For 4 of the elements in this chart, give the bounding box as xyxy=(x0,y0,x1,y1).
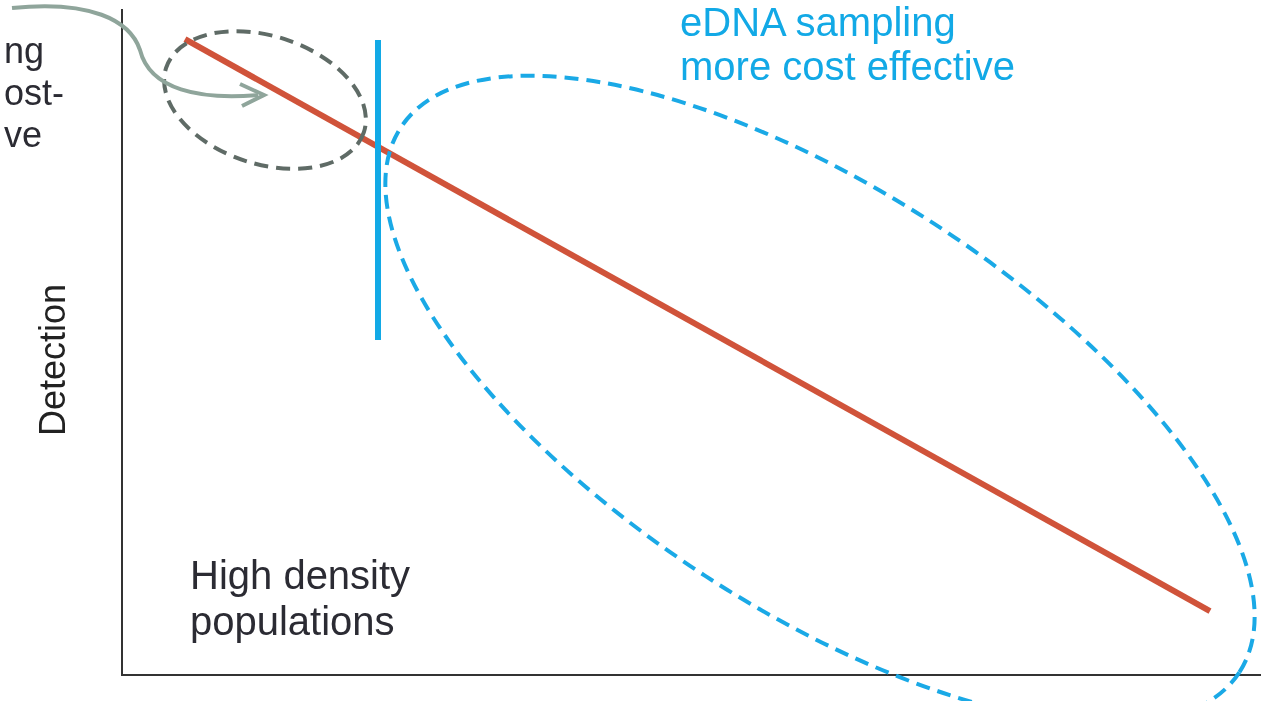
annotation: High density populations xyxy=(190,552,411,644)
annotation: eDNA sampling more cost effective xyxy=(680,0,1015,88)
y-axis-title: Detection xyxy=(31,283,74,437)
annotation: ng ost- ve xyxy=(4,30,65,156)
